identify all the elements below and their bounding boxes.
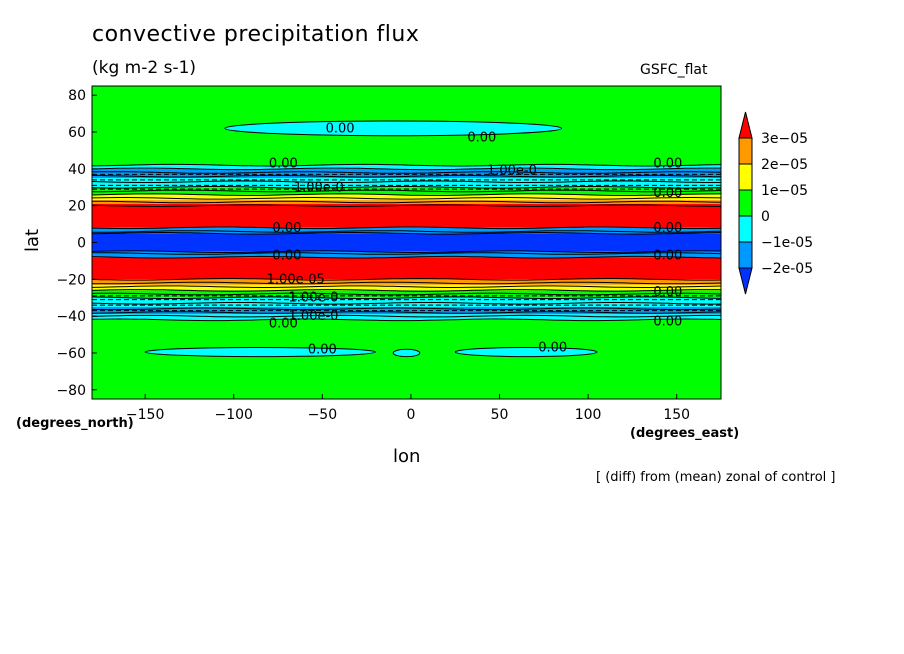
contour-line-16: [92, 255, 721, 259]
colorbar-segment-3: [738, 189, 753, 217]
zonal-band-7: [92, 203, 721, 228]
anomaly-patch-2: [392, 348, 421, 358]
contour-line-8: [92, 197, 721, 200]
anomaly-patch-1: [144, 346, 376, 358]
y-tick-label-3: −20: [56, 272, 86, 288]
contour-line-24: [92, 307, 721, 311]
contour-label-12: 0.00: [653, 285, 682, 300]
colorbar-top-arrow: [738, 111, 753, 139]
contour-label-17: 0.00: [308, 342, 337, 357]
colorbar-label-0: 3e−05: [761, 131, 808, 147]
y-tick-label-6: 40: [68, 162, 86, 178]
colorbar-segment-5: [738, 241, 753, 269]
contour-line-6: [92, 189, 721, 193]
source-label: GSFC_flat: [640, 62, 708, 78]
contour-line-21: [92, 292, 721, 296]
zonal-band-13: [92, 284, 721, 291]
contour-line-11: [92, 226, 721, 230]
x-tick-label-4: 50: [491, 407, 509, 423]
x-tick-label-2: −50: [308, 407, 338, 423]
chart-title: convective precipitation flux: [92, 22, 420, 47]
contour-line-9: [92, 200, 721, 204]
y-tick-label-1: −60: [56, 346, 86, 362]
contour-label-18: 0.00: [538, 340, 567, 355]
colorbar-segment-2: [738, 163, 753, 191]
contour-label-11: 1.00e-05: [267, 272, 325, 287]
contour-label-1: 0.00: [467, 131, 496, 146]
x-axis-label: lon: [393, 446, 421, 467]
contour-line-13: [92, 232, 721, 235]
y-unit-label: (degrees_north): [16, 416, 134, 431]
contour-label-16: 0.00: [653, 315, 682, 330]
x-tick-label-1: −100: [215, 407, 253, 423]
contour-label-0: 0.00: [326, 121, 355, 136]
contour-line-18: [92, 281, 721, 285]
contour-line-1: [92, 167, 721, 171]
contour-label-15: 0.00: [269, 317, 298, 332]
zonal-band-14: [92, 290, 721, 298]
contour-line-5: [92, 186, 721, 189]
colorbar-segment-1: [738, 137, 753, 165]
anomaly-patch-0: [224, 120, 563, 137]
contour-line-20: [92, 289, 721, 292]
zonal-band-1: [92, 165, 721, 169]
y-tick-label-0: −80: [56, 383, 86, 399]
colorbar-label-4: −1e-05: [761, 235, 813, 251]
contour-line-0: [92, 163, 721, 167]
colorbar-bottom-arrow: [738, 267, 753, 295]
colorbar-label-5: −2e-05: [761, 261, 813, 277]
x-tick-label-6: 150: [663, 407, 690, 423]
y-tick-label-2: −40: [56, 309, 86, 325]
contour-label-9: 0.00: [272, 248, 301, 263]
colorbar-label-2: 1e−05: [761, 183, 808, 199]
y-tick-label-7: 60: [68, 125, 86, 141]
contour-line-12: [92, 230, 721, 233]
y-tick-label-5: 20: [68, 199, 86, 215]
colorbar-label-3: 0: [761, 209, 770, 225]
zonal-band-3: [92, 178, 721, 188]
contour-label-5: 1.00e-0: [294, 180, 344, 195]
contour-line-25: [92, 311, 721, 314]
contour-label-14: 1.00e-0: [289, 309, 339, 324]
y-tick-label-4: 0: [77, 236, 86, 252]
contour-line-3: [92, 174, 721, 178]
zonal-band-5: [92, 194, 721, 201]
zonal-band-9: [92, 233, 721, 252]
contour-line-10: [92, 204, 721, 208]
contour-label-3: 1.00e-0: [487, 164, 537, 179]
contour-label-6: 0.00: [653, 186, 682, 201]
anomaly-patch-3: [454, 346, 598, 358]
contour-line-14: [92, 250, 721, 253]
zonal-band-11: [92, 257, 721, 280]
contour-line-7: [92, 193, 721, 196]
y-tick-label-8: 80: [68, 88, 86, 104]
contour-label-2: 0.00: [269, 156, 298, 171]
contour-line-4: [92, 180, 721, 183]
x-tick-label-3: 0: [406, 407, 415, 423]
contour-label-13: 1.00e-0: [289, 291, 339, 306]
contour-line-15: [92, 252, 721, 255]
footnote: [ (diff) from (mean) zonal of control ]: [596, 470, 836, 485]
y-axis-label: lat: [22, 228, 43, 252]
x-tick-label-0: −150: [126, 407, 164, 423]
zonal-band-18: [92, 319, 721, 399]
contour-line-23: [92, 302, 721, 305]
contour-line-22: [92, 296, 721, 299]
x-unit-label: (degrees_east): [630, 426, 740, 441]
contour-line-17: [92, 277, 721, 281]
contour-label-4: 0.00: [653, 156, 682, 171]
colorbar-segment-4: [738, 215, 753, 243]
colorbar-label-1: 2e−05: [761, 157, 808, 173]
contour-label-8: 0.00: [653, 221, 682, 236]
contour-label-10: 0.00: [653, 248, 682, 263]
chart-units: (kg m-2 s-1): [92, 58, 197, 78]
contour-line-2: [92, 171, 721, 174]
contour-line-19: [92, 285, 721, 288]
contour-label-7: 0.00: [272, 221, 301, 236]
contour-line-26: [92, 314, 721, 318]
contour-line-27: [92, 318, 721, 322]
x-tick-label-5: 100: [575, 407, 602, 423]
